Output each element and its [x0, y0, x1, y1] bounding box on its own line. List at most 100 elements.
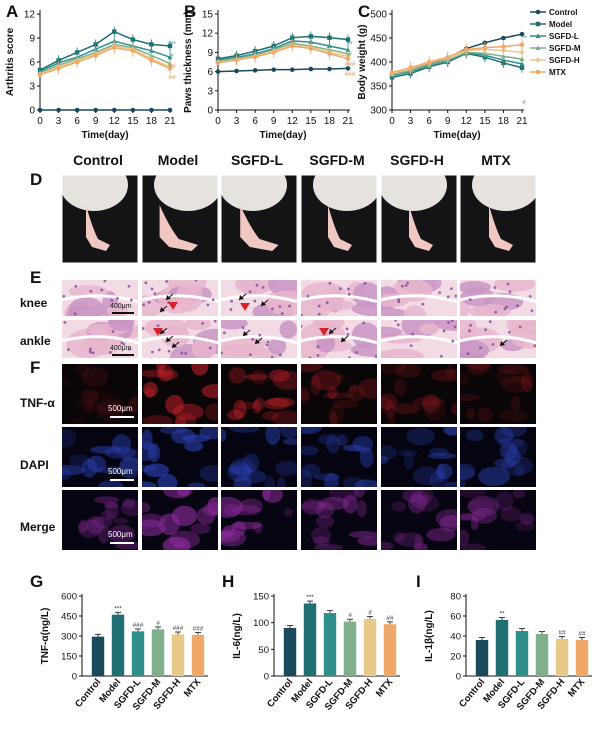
significance-label: #: [368, 610, 372, 617]
scale-bar-label: 500μm: [108, 404, 133, 413]
histology-stain: [142, 320, 218, 358]
scale-bar-label: 500μm: [108, 530, 133, 539]
histology-stain: [62, 320, 138, 358]
y-tick-label: 3: [207, 86, 213, 97]
bar-sgfd-m: [343, 621, 357, 676]
y-tick-label: 80: [450, 592, 461, 603]
tnf-alpha-image: [381, 364, 457, 424]
row-label-knee: knee: [20, 296, 48, 310]
paw-photo-image: [460, 175, 536, 263]
data-point: [37, 107, 43, 113]
data-point: [130, 107, 136, 113]
legend-swatch: [530, 57, 546, 63]
dapi-image: [221, 427, 297, 487]
data-point: [234, 57, 239, 63]
histology-image: [301, 280, 377, 316]
y-tick-label: 350: [370, 82, 387, 93]
fluorescence-signal: [460, 427, 536, 487]
data-point: [130, 48, 136, 54]
data-point: [37, 72, 43, 78]
paw-photo-image: [142, 175, 218, 263]
legend-swatch: [530, 45, 546, 50]
legend-swatch: [530, 21, 546, 27]
series-line: [39, 40, 171, 73]
y-tick-label: 3: [29, 82, 35, 93]
legend-label: SGFD-M: [549, 43, 581, 53]
series-control: [215, 66, 351, 74]
legend-marker: [535, 21, 541, 27]
column-header-sgfd-h: SGFD-H: [390, 152, 444, 168]
significance-label: ##: [558, 630, 566, 637]
x-tick-label: 9: [271, 116, 277, 127]
x-tick-label: 0: [389, 116, 395, 127]
significance-label: ###: [193, 626, 204, 633]
column-header-sgfd-m: SGFD-M: [309, 152, 365, 168]
column-header-sgfd-l: SGFD-L: [230, 152, 284, 168]
row-label-tnf: TNF-α: [20, 396, 55, 410]
data-point: [345, 37, 351, 42]
panel-letter-g: G: [30, 572, 44, 591]
legend-marker: [535, 45, 541, 50]
x-tick-label: MTX: [182, 676, 204, 699]
x-tick-label: 21: [342, 116, 354, 127]
significance-label: #: [348, 51, 352, 58]
histology-stain: [62, 280, 138, 316]
merge-image: [221, 490, 297, 550]
series-mtx: [37, 41, 173, 78]
data-point: [501, 35, 506, 41]
data-point: [345, 66, 351, 71]
y-tick-label: 0: [29, 106, 35, 117]
row-label-dapi: DAPI: [20, 458, 49, 472]
y-tick-label: 12: [202, 29, 214, 40]
scale-bar: [110, 479, 134, 481]
legend-item-sgfd-l: SGFD-L: [530, 30, 614, 42]
bar-sgfd-h: [363, 618, 377, 676]
series-mtx: [215, 40, 351, 67]
merge-image: [142, 490, 218, 550]
chart-arthritis-score: 0 3 6 9 12 0 3 6 9 12 15 18 21 Time(day) Arthritis sco…: [5, 10, 176, 142]
legend-swatch: [530, 9, 546, 15]
fluorescence-signal: [221, 427, 297, 487]
bar-mtx: [191, 634, 205, 676]
x-tick-label: 15: [479, 116, 491, 127]
chart-body-weight: 300 350 400 450 500 0 3 6 9 12 15 18 21 Time(day) Body…: [357, 10, 528, 142]
axes: 0 20 40 60 80 IL-1β(ng/L): [424, 592, 592, 683]
merge-image: [460, 490, 536, 550]
data-point: [130, 37, 136, 42]
paw-photo: [142, 175, 218, 263]
paw-photo-image: [301, 175, 377, 263]
x-tick-label: Control: [457, 677, 487, 710]
panel-letter-b: B: [184, 2, 197, 21]
x-axis-label: Time(day): [433, 130, 480, 141]
x-tick-label: 9: [445, 116, 451, 127]
chart-paws-thickness: 0 3 6 9 12 15 0 3 6 9 12 15 18 21 Time(day) Paws thickn…: [183, 10, 356, 142]
legend-item-mtx: MTX: [530, 66, 614, 78]
series-line: [391, 52, 523, 79]
data-point: [56, 107, 61, 113]
significance-label: ##: [168, 74, 176, 81]
data-point: [519, 49, 525, 56]
y-tick-label: 60: [450, 612, 461, 623]
histology-stain: [301, 320, 377, 358]
data-point: [519, 42, 525, 48]
x-tick-label: 15: [127, 116, 139, 127]
data-point: [445, 54, 451, 60]
histology-image: 400μm: [62, 320, 138, 358]
data-point: [93, 107, 99, 113]
panel-letter-e: E: [30, 268, 42, 287]
series-line: [39, 30, 171, 71]
dapi-image: [142, 427, 218, 487]
x-axis-label: Time(day): [259, 130, 306, 141]
data-point: [74, 107, 80, 113]
histology-image: [142, 280, 218, 316]
merge-image: 500μm: [62, 490, 138, 550]
legend-label: Control: [549, 7, 578, 17]
data-point: [463, 47, 469, 52]
legend-item-sgfd-h: SGFD-H: [530, 54, 614, 66]
significance-label: ###: [345, 71, 356, 78]
y-tick-label: 450: [61, 612, 77, 623]
histology-image: [460, 320, 536, 358]
histology-stain: [301, 280, 377, 316]
significance-label: #: [522, 99, 526, 106]
column-header-mtx: MTX: [481, 152, 511, 168]
